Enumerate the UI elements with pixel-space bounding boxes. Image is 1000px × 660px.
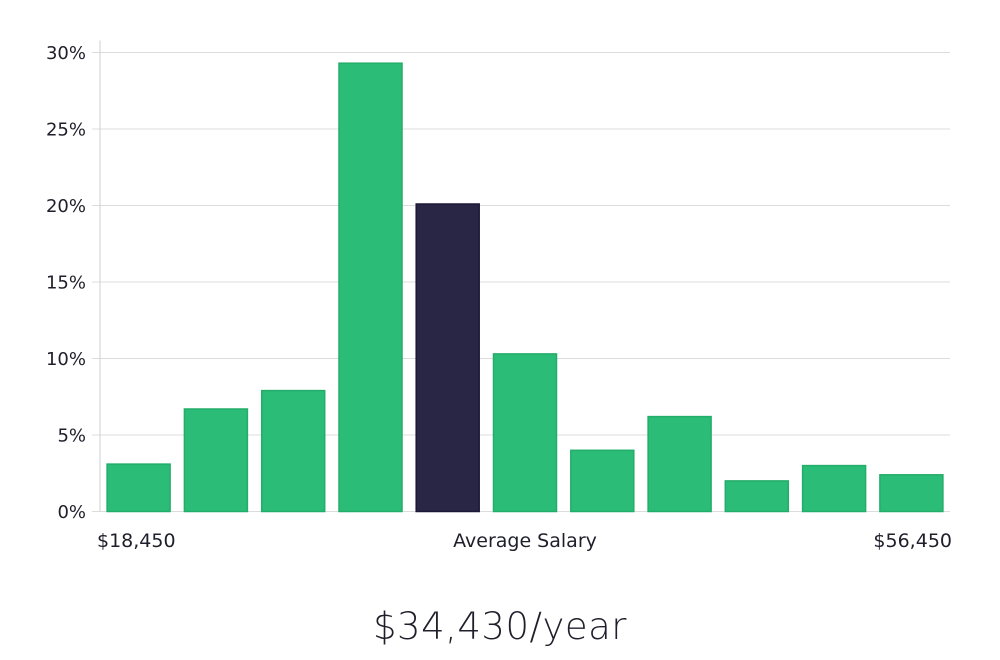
bar xyxy=(492,353,558,513)
y-tick-label: 10% xyxy=(46,349,86,370)
y-tick-label: 20% xyxy=(46,196,86,217)
x-label-average: Average Salary xyxy=(453,530,597,552)
y-axis-tick-labels: 0% 5% 10% 15% 20% 25% 30% xyxy=(46,43,86,523)
bar xyxy=(106,463,171,513)
x-label-max: $56,450 xyxy=(873,530,952,552)
x-label-min: $18,450 xyxy=(97,530,176,552)
y-tick-label: 25% xyxy=(46,120,86,141)
bar xyxy=(801,464,867,513)
y-tick-label: 0% xyxy=(57,502,86,523)
bar xyxy=(724,480,790,513)
y-tick-label: 5% xyxy=(57,426,86,447)
bar xyxy=(570,449,635,513)
y-tick-label: 15% xyxy=(46,273,86,294)
y-tick-label: 30% xyxy=(46,43,86,64)
salary-distribution-chart: 0% 5% 10% 15% 20% 25% 30% $18,450 Average Sala… xyxy=(46,40,952,552)
average-salary-summary: $34,430/year xyxy=(372,605,627,648)
bar xyxy=(260,389,326,513)
bar-average-salary xyxy=(415,203,480,513)
bar xyxy=(879,474,944,513)
bar xyxy=(647,415,712,513)
bar xyxy=(183,408,249,513)
bar xyxy=(338,62,403,513)
bars xyxy=(106,62,944,513)
